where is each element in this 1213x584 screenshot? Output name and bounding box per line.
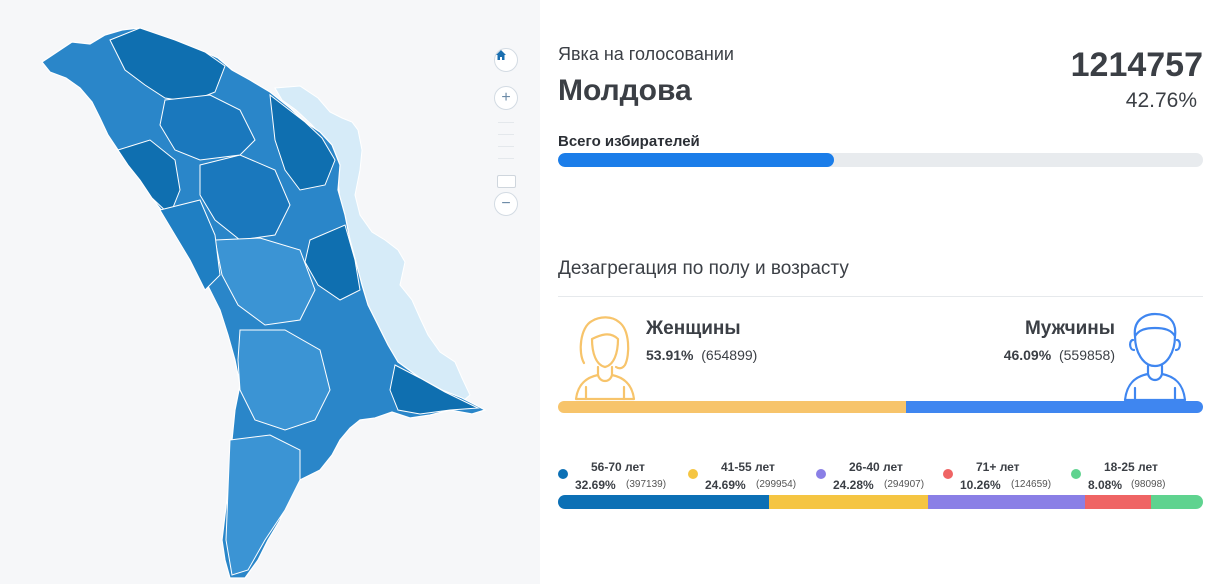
zoom-slider-handle[interactable] (497, 175, 516, 188)
age-range-label: 26-40 лет (849, 460, 903, 474)
zoom-out-button[interactable]: − (494, 192, 518, 216)
gender-bar (558, 401, 1203, 413)
turnout-count: 1214757 (1070, 46, 1203, 84)
age-percent: 10.26% (960, 478, 1001, 492)
women-stats: 53.91% (654899) (646, 347, 757, 363)
map-panel[interactable]: + − (0, 0, 540, 584)
legend-dot-icon (558, 469, 568, 479)
home-button[interactable] (494, 48, 518, 72)
age-bar-segment (1150, 495, 1203, 509)
page-subtitle: Явка на голосовании (558, 44, 734, 64)
age-count: (397139) (626, 479, 667, 490)
legend-dot-icon (943, 469, 953, 479)
age-bar-segment (558, 495, 769, 509)
age-percent: 24.69% (705, 478, 746, 492)
map-district-south[interactable] (237, 329, 331, 431)
region-title: Молдова (558, 74, 692, 107)
zoom-tick (498, 146, 514, 147)
zoom-in-button[interactable]: + (494, 86, 518, 110)
women-count: (654899) (701, 347, 758, 363)
stats-panel: Явка на голосовании Молдова 1214757 42.7… (558, 0, 1203, 584)
women-percent: 53.91% (646, 347, 694, 363)
age-count: (299954) (756, 479, 797, 490)
age-percent: 8.08% (1088, 478, 1123, 492)
age-range-label: 41-55 лет (721, 460, 775, 474)
gender-bar-men (905, 401, 1203, 413)
map-district-north-center[interactable] (159, 94, 256, 161)
age-count: (98098) (1131, 479, 1166, 490)
voters-progress-bar (558, 153, 1203, 167)
age-percent: 24.28% (833, 478, 874, 492)
map-district-northeast[interactable] (269, 93, 336, 191)
women-label: Женщины (646, 318, 741, 339)
woman-icon (574, 316, 636, 401)
map-district-center-east[interactable] (304, 224, 361, 301)
age-count: (294907) (884, 479, 925, 490)
voters-label: Всего избирателей (558, 133, 700, 150)
moldova-map[interactable] (0, 0, 540, 584)
men-percent: 46.09% (1003, 347, 1052, 363)
age-range-label: 18-25 лет (1104, 460, 1158, 474)
minus-icon: − (501, 195, 511, 212)
age-bar-segment (768, 495, 929, 509)
men-count: (559858) (1058, 347, 1115, 363)
age-range-label: 71+ лет (976, 460, 1020, 474)
men-label: Мужчины (1024, 318, 1115, 339)
legend-dot-icon (816, 469, 826, 479)
men-stats: 46.09% (559858) (1004, 347, 1115, 363)
map-district-north[interactable] (109, 27, 226, 103)
age-range-label: 56-70 лет (591, 460, 645, 474)
map-district-center-south[interactable] (214, 237, 316, 326)
map-district-far-south[interactable] (225, 434, 301, 576)
zoom-tick (498, 158, 514, 159)
legend-dot-icon (1071, 469, 1081, 479)
plus-icon: + (501, 89, 511, 106)
zoom-tick (498, 134, 514, 135)
divider (558, 296, 1203, 297)
voters-progress-fill (558, 153, 834, 167)
home-icon (496, 50, 506, 60)
map-district-center[interactable] (199, 154, 291, 241)
age-bar-segment (1084, 495, 1151, 509)
section-title: Дезагрегация по полу и возрасту (558, 258, 849, 279)
age-bar-segment (928, 495, 1085, 509)
legend-dot-icon (688, 469, 698, 479)
age-percent: 32.69% (575, 478, 616, 492)
age-count: (124659) (1011, 479, 1052, 490)
map-district-west-central[interactable] (159, 199, 221, 291)
map-district-southeast[interactable] (389, 364, 480, 415)
zoom-tick (498, 122, 514, 123)
turnout-percent: 42.76% (1125, 89, 1197, 112)
age-bar (558, 495, 1203, 509)
gender-bar-women (558, 401, 906, 413)
age-legend: 56-70 лет 32.69% (397139) 41-55 лет 24.69% (2… (558, 458, 1203, 494)
man-icon (1123, 312, 1187, 402)
